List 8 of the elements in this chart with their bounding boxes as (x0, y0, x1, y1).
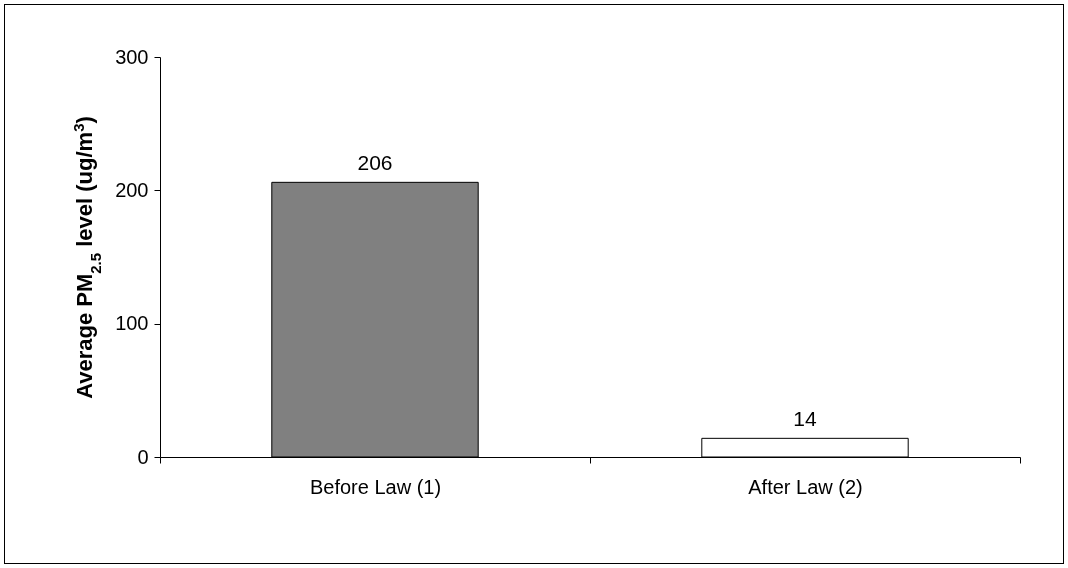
data-label: 14 (793, 407, 817, 431)
y-tick-label: 300 (115, 45, 149, 68)
y-tick-label: 100 (115, 312, 149, 335)
x-tick-label: Before Law (1) (309, 475, 442, 498)
y-tick-label: 0 (137, 445, 149, 468)
data-label: 206 (357, 151, 393, 175)
y-tick-label: 200 (115, 178, 149, 201)
x-tick-label: After Law (2) (748, 475, 863, 498)
